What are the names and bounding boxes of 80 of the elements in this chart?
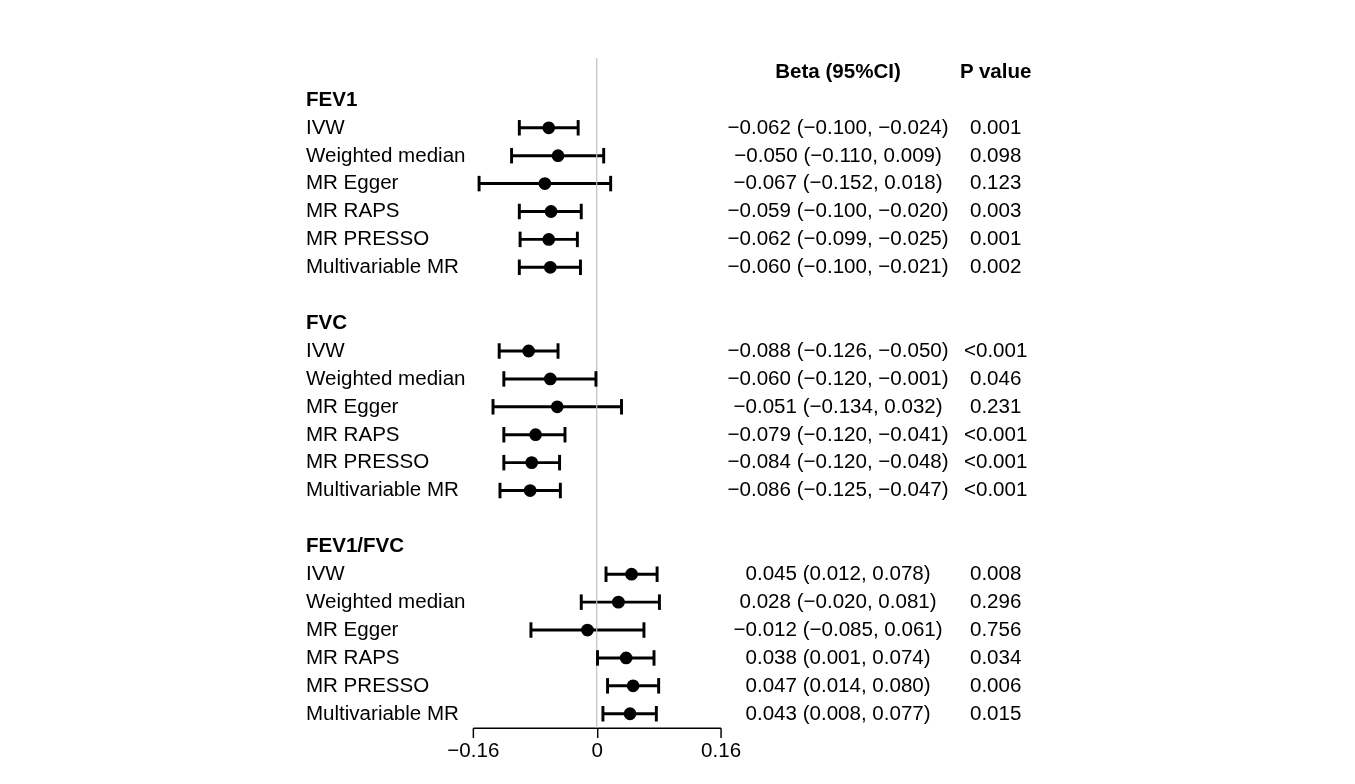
point [625, 567, 638, 581]
text: Beta (95%CI) [775, 58, 901, 82]
text: −0.086 (−0.125, −0.047) [727, 477, 949, 501]
y-tick-label: IVW [305, 561, 346, 585]
y-tick-label: Weighted median [305, 589, 466, 613]
text: −0.060 (−0.100, −0.021) [727, 254, 949, 278]
text: 0.002 [969, 254, 1022, 278]
text: 0.008 [969, 561, 1022, 585]
text: <0.001 [963, 337, 1028, 361]
text: 0.231 [969, 393, 1022, 417]
text: 0.046 [969, 365, 1022, 389]
x-tick-label: 0 [591, 737, 603, 761]
text: −0.051 (−0.134, 0.032) [733, 393, 943, 417]
point [623, 707, 637, 721]
y-tick-label: MR PRESSO [305, 226, 430, 250]
text: −0.060 (−0.120, −0.001) [727, 365, 949, 389]
point [542, 233, 556, 246]
text: −0.062 (−0.100, −0.024) [727, 114, 949, 138]
text: <0.001 [963, 449, 1028, 473]
text: 0.006 [969, 672, 1022, 696]
text: 0.001 [969, 226, 1022, 250]
text: 0.015 [969, 700, 1022, 724]
y-tick-label: Multivariable MR [305, 700, 459, 724]
point [529, 428, 542, 442]
y-tick-label: Weighted median [305, 365, 466, 389]
text: −0.067 (−0.152, 0.018) [733, 170, 943, 194]
y-tick-label: MR RAPS [305, 198, 400, 222]
text: −0.084 (−0.120, −0.048) [727, 449, 949, 473]
text: 0.047 (0.014, 0.080) [745, 672, 931, 696]
text: −0.079 (−0.120, −0.041) [727, 421, 949, 445]
y-tick-label: Multivariable MR [305, 254, 459, 278]
text: 0.045 (0.012, 0.078) [745, 561, 931, 585]
y-tick-label: MR PRESSO [305, 449, 430, 473]
point [612, 595, 625, 609]
y-tick-label: MR Egger [305, 616, 399, 640]
text: 0.001 [969, 114, 1022, 138]
text: <0.001 [963, 421, 1028, 445]
point [544, 205, 558, 218]
y-tick-label: MR RAPS [305, 421, 400, 445]
x-tick-label: −0.16 [447, 737, 500, 761]
point [538, 177, 552, 190]
y-tick-label: Multivariable MR [305, 477, 459, 501]
y-tick-label: MR PRESSO [305, 672, 430, 696]
y-tick-label: IVW [305, 114, 346, 138]
text: −0.059 (−0.100, −0.020) [727, 198, 949, 222]
text: 0.028 (−0.020, 0.081) [739, 589, 937, 613]
point [551, 149, 565, 163]
y-tick-label: MR Egger [305, 170, 399, 194]
y-tick-label: MR Egger [305, 393, 399, 417]
y-tick-label: Weighted median [305, 142, 466, 166]
point [543, 260, 557, 274]
point [626, 679, 640, 693]
point [542, 121, 556, 135]
text: 0.038 (0.001, 0.074) [745, 644, 931, 668]
text: 0.296 [969, 589, 1022, 613]
text: −0.062 (−0.099, −0.025) [727, 226, 949, 250]
text: 0.756 [969, 616, 1022, 640]
y-tick-label: IVW [305, 337, 346, 361]
point [522, 344, 535, 358]
point [550, 400, 564, 414]
y-tick-label: FEV1/FVC [305, 533, 405, 557]
point [523, 484, 537, 497]
text: −0.088 (−0.126, −0.050) [727, 337, 949, 361]
point [525, 456, 539, 469]
y-tick-label: MR RAPS [305, 644, 400, 668]
text: −0.050 (−0.110, 0.009) [734, 142, 942, 166]
text: <0.001 [963, 477, 1028, 501]
y-tick-label: FEV1 [305, 86, 358, 110]
text: 0.003 [969, 198, 1022, 222]
point [543, 372, 557, 386]
text: 0.034 [969, 644, 1022, 668]
text: 0.043 (0.008, 0.077) [745, 700, 931, 724]
point [581, 623, 594, 637]
text: 0.098 [969, 142, 1022, 166]
text: −0.012 (−0.085, 0.061) [733, 616, 943, 640]
point [619, 651, 633, 665]
text: P value [959, 58, 1032, 82]
text: 0.123 [969, 170, 1022, 194]
y-tick-label: FVC [305, 309, 348, 333]
x-tick-label: 0.16 [701, 737, 742, 761]
